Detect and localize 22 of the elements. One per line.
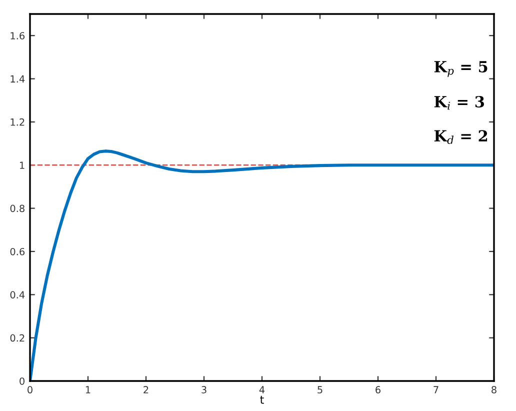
y-tick-label: 0.6 [10, 248, 25, 256]
x-tick-label: 5 [318, 386, 322, 394]
y-tick-label: 0.8 [10, 204, 24, 212]
y-tick-label: 1 [20, 162, 24, 169]
y-tick-label: 0 [20, 377, 24, 385]
x-axis-title: t [260, 396, 264, 404]
y-tick-label: 1.4 [10, 75, 25, 82]
y-tick-label: 0.4 [10, 291, 25, 298]
x-tick-label: 4 [259, 386, 265, 394]
x-tick-label: 6 [376, 386, 380, 394]
y-tick-label: 1.2 [10, 118, 24, 126]
y-tick-label: 1.6 [10, 32, 25, 40]
annotation: K$_{i}$ = 3 [434, 96, 484, 110]
x-tick-label: 1 [86, 386, 90, 394]
x-tick-label: 2 [144, 386, 148, 394]
x-tick-label: 0 [28, 386, 32, 394]
x-tick-label: 7 [434, 386, 438, 394]
x-tick-label: 8 [492, 386, 496, 394]
annotation: K$_{d}$ = 2 [434, 130, 488, 144]
annotation: K$_{p}$ = 5 [434, 61, 488, 77]
y-tick-label: 0.2 [10, 334, 24, 342]
x-tick-label: 3 [202, 386, 206, 394]
